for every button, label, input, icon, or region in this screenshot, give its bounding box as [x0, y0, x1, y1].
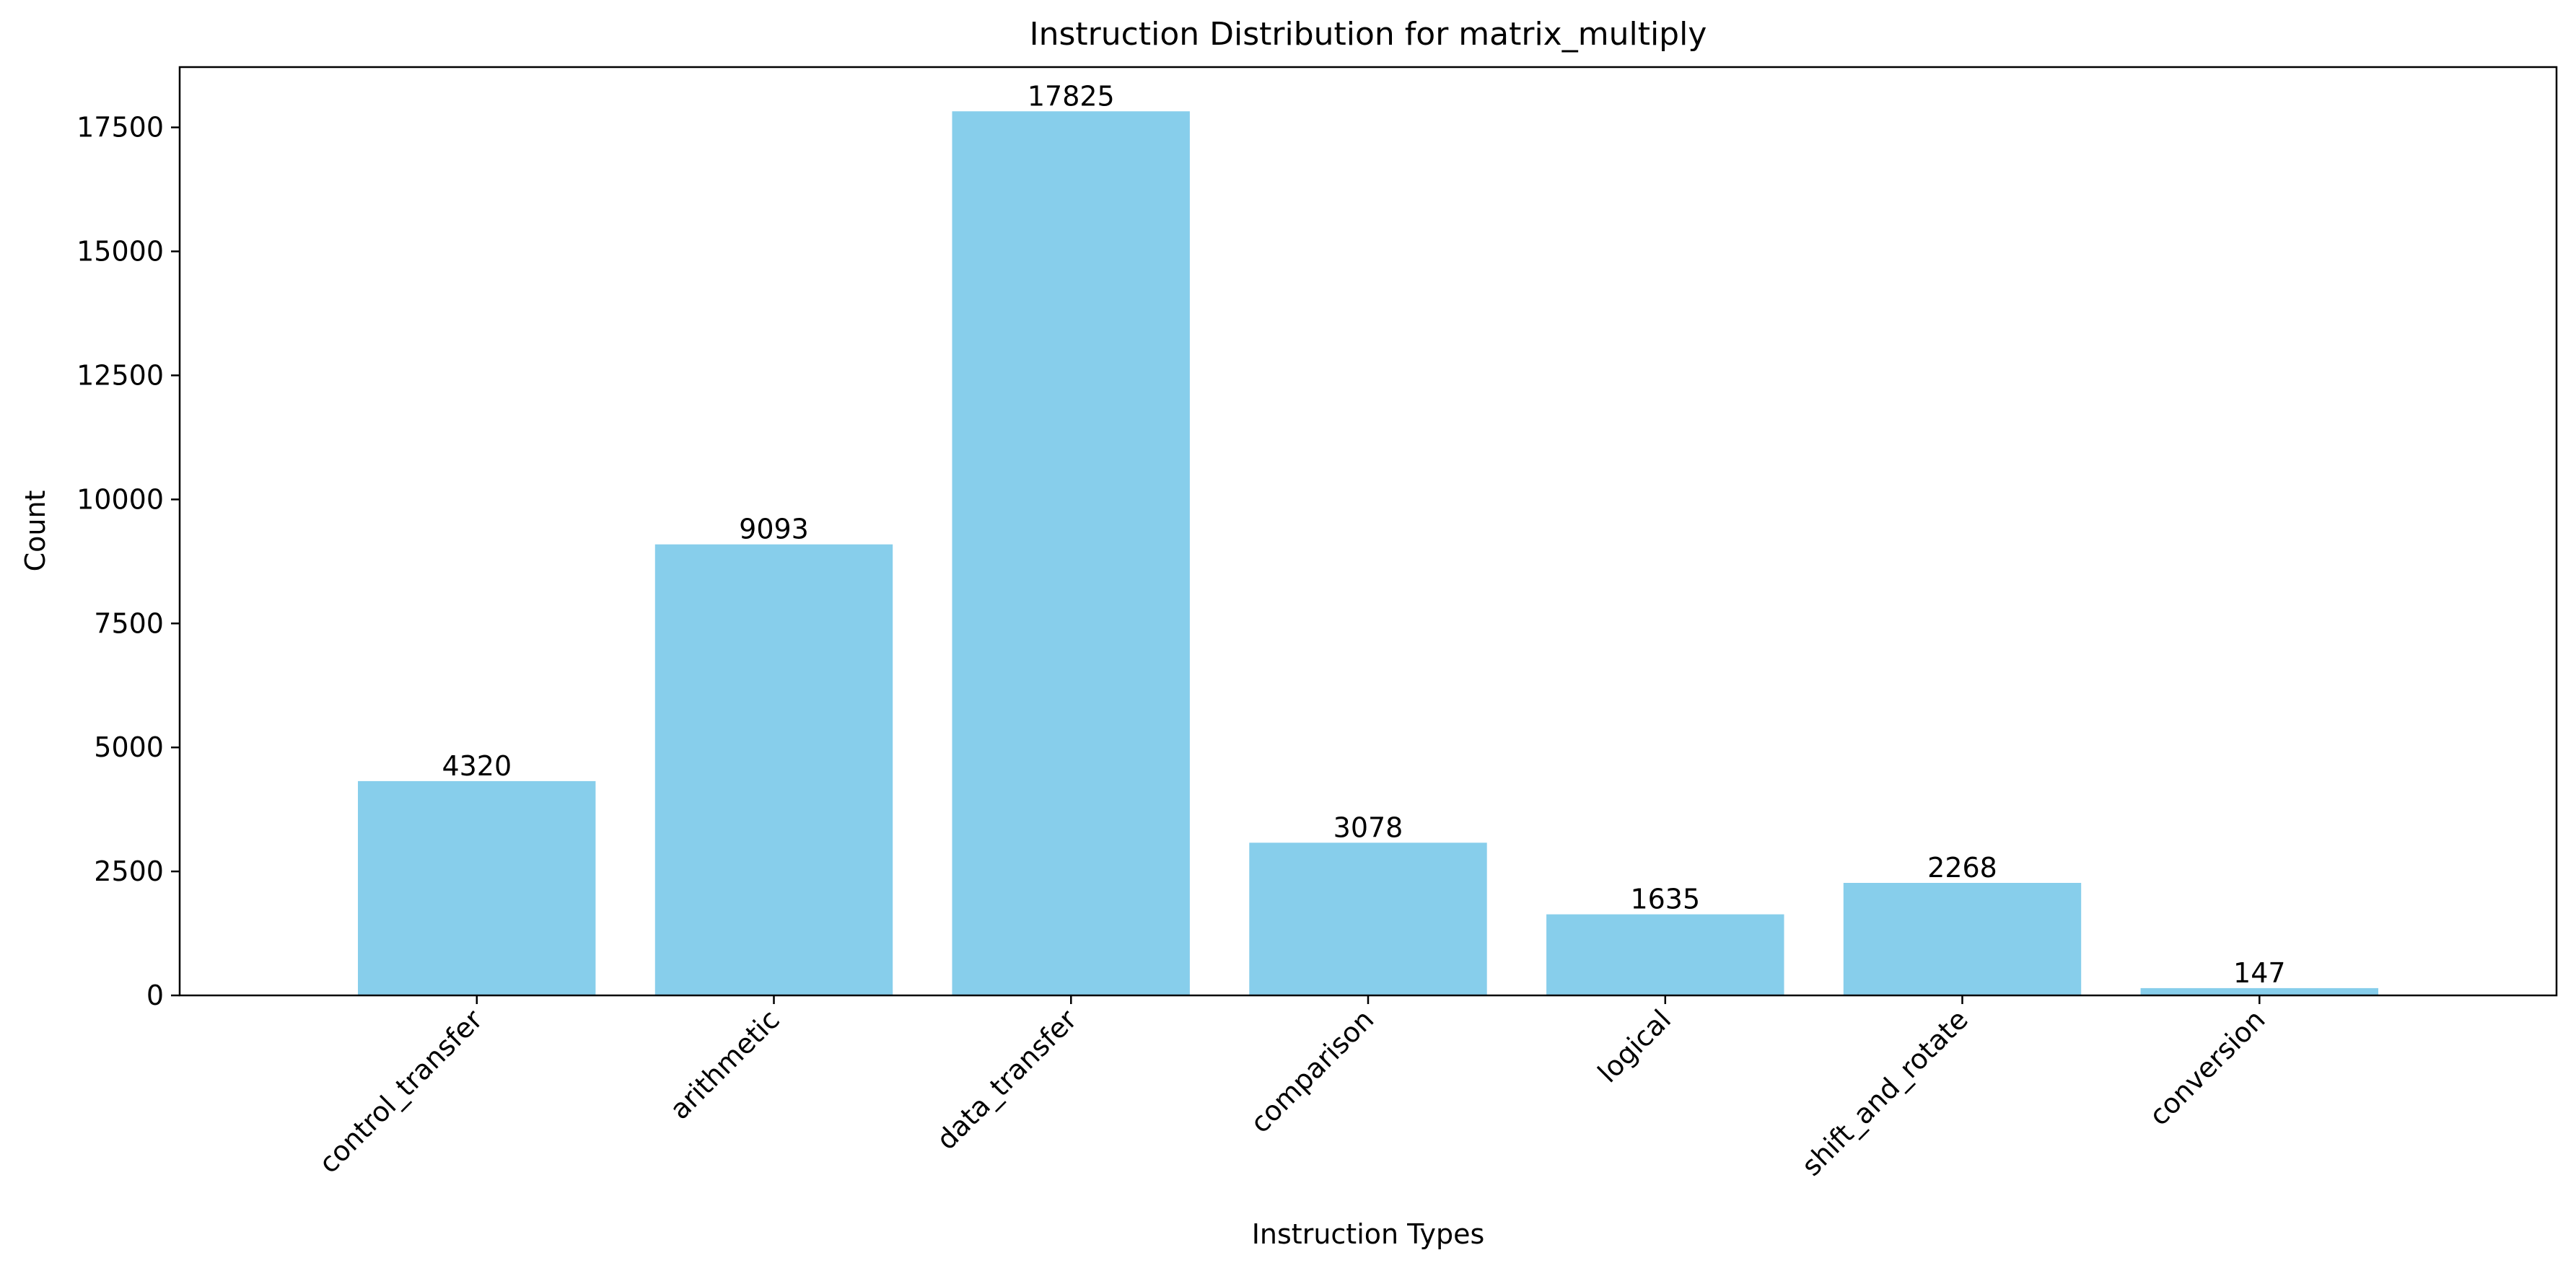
x-axis-label: Instruction Types — [1252, 1218, 1485, 1250]
bar-conversion — [2140, 987, 2378, 995]
bar-value-label: 147 — [2233, 957, 2286, 989]
bar-value-label: 9093 — [739, 514, 809, 545]
bar-comparison — [1249, 842, 1487, 995]
y-tick-label: 10000 — [76, 483, 164, 515]
bar-value-label: 4320 — [442, 750, 512, 782]
y-tick-label: 17500 — [76, 112, 164, 144]
bar-data_transfer — [952, 111, 1190, 995]
bar-value-label: 17825 — [1028, 80, 1115, 112]
y-tick-label: 7500 — [94, 607, 164, 639]
plot-frame — [178, 66, 2558, 997]
y-tick-label: 0 — [146, 980, 164, 1011]
bar-control_transfer — [358, 780, 596, 995]
bar-value-label: 3078 — [1333, 811, 1403, 843]
bars-group — [358, 111, 2378, 995]
bar-value-label: 2268 — [1927, 852, 1997, 884]
y-tick-label: 12500 — [76, 359, 164, 391]
y-tick-label: 2500 — [94, 855, 164, 887]
bar-labels-group: 4320 9093 17825 3078 1635 2268 147 — [442, 80, 2285, 989]
chart-title: Instruction Distribution for matrix_mult… — [1030, 16, 1707, 53]
bar-value-label: 1635 — [1630, 884, 1700, 915]
bar-arithmetic — [654, 544, 893, 995]
y-axis-label: Count — [19, 490, 51, 572]
y-axis: 0 2500 5000 7500 10000 12500 15000 17500 — [76, 112, 180, 1011]
y-tick-label: 5000 — [94, 731, 164, 763]
bar-logical — [1546, 914, 1784, 995]
y-tick-label: 15000 — [76, 236, 164, 268]
bar-shift_and_rotate — [1843, 883, 2082, 995]
